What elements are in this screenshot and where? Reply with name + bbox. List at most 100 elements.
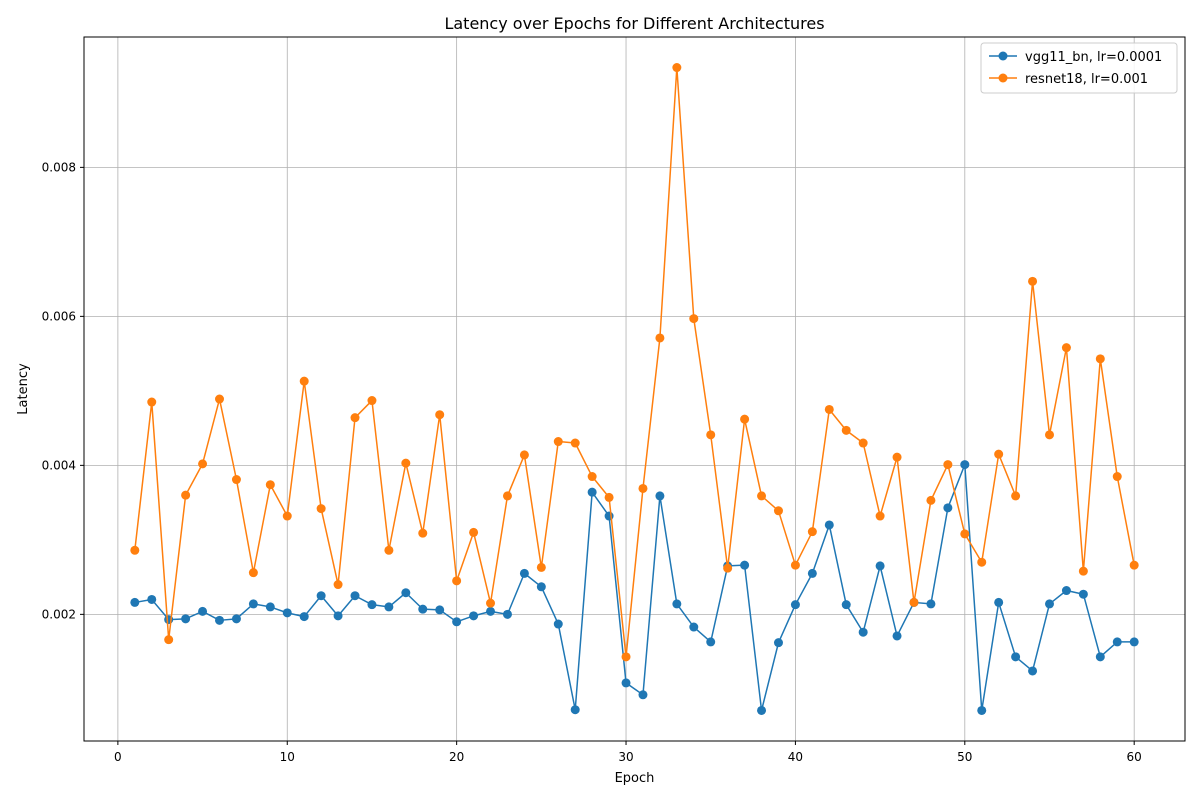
x-axis-label: Epoch (615, 771, 655, 786)
data-point (960, 529, 970, 539)
legend: vgg11_bn, lr=0.0001 resnet18, lr=0.001 (980, 42, 1178, 94)
data-point (248, 568, 258, 578)
data-point (1028, 666, 1038, 676)
legend-label: resnet18, lr=0.001 (1025, 72, 1148, 87)
data-point (672, 599, 682, 609)
x-tick-label: 60 (1127, 750, 1142, 764)
data-point (824, 404, 834, 414)
data-point (265, 480, 275, 490)
data-point (689, 314, 699, 324)
data-point (570, 705, 580, 715)
data-point (892, 631, 902, 641)
data-point (858, 438, 868, 448)
plot-area-frame (83, 36, 1186, 742)
data-point (401, 458, 411, 468)
data-point (926, 599, 936, 609)
data-point (452, 576, 462, 586)
x-tick-label: 10 (280, 750, 295, 764)
series-layer (130, 63, 1139, 715)
data-point (773, 506, 783, 516)
data-point (553, 619, 563, 629)
data-point (875, 561, 885, 571)
data-point (604, 511, 614, 521)
data-point (265, 602, 275, 612)
x-tick-label: 50 (957, 750, 972, 764)
data-point (892, 452, 902, 462)
data-point (435, 605, 445, 615)
data-point (960, 460, 970, 470)
data-point (164, 635, 174, 645)
data-point (181, 490, 191, 500)
data-point (486, 598, 496, 608)
data-point (130, 545, 140, 555)
data-point (333, 580, 343, 590)
y-tick-label: 0.002 (42, 607, 76, 621)
data-point (401, 588, 411, 598)
data-point (350, 413, 360, 423)
data-point (469, 527, 479, 537)
data-point (536, 562, 546, 572)
data-point (977, 557, 987, 567)
data-point (215, 615, 225, 625)
data-point (706, 637, 716, 647)
data-point (1112, 472, 1122, 482)
y-tick-label: 0.006 (42, 309, 76, 323)
legend-label: vgg11_bn, lr=0.0001 (1025, 50, 1162, 65)
data-point (1095, 652, 1105, 662)
data-point (1061, 343, 1071, 353)
data-point (1095, 354, 1105, 364)
data-point (706, 430, 716, 440)
data-point (604, 492, 614, 502)
data-point (621, 652, 631, 662)
data-point (316, 591, 326, 601)
data-point (350, 591, 360, 601)
x-tick-label: 0 (114, 750, 122, 764)
data-point (1078, 589, 1088, 599)
data-point (367, 600, 377, 610)
legend-marker (998, 73, 1008, 83)
data-point (926, 495, 936, 505)
data-point (909, 597, 919, 607)
data-point (486, 606, 496, 616)
data-point (841, 425, 851, 435)
data-point (807, 568, 817, 578)
data-point (587, 487, 597, 497)
data-point (536, 582, 546, 592)
data-point (1028, 276, 1038, 286)
tick-layer: 0 10 20 30 40 50 60 0.002 0.004 0.006 0.008 (42, 160, 1142, 764)
data-point (655, 333, 665, 343)
data-point (723, 563, 733, 573)
data-point (384, 602, 394, 612)
legend-box (980, 42, 1178, 94)
data-point (553, 437, 563, 447)
data-point (773, 638, 783, 648)
data-point (384, 545, 394, 555)
data-point (655, 491, 665, 501)
data-point (587, 472, 597, 482)
data-point (943, 503, 953, 513)
data-point (1078, 566, 1088, 576)
data-point (740, 414, 750, 424)
data-point (1112, 637, 1122, 647)
data-point (824, 520, 834, 530)
data-point (519, 450, 529, 460)
data-point (1011, 491, 1021, 501)
data-point (333, 611, 343, 621)
data-point (469, 611, 479, 621)
x-tick-label: 30 (618, 750, 633, 764)
data-point (570, 438, 580, 448)
data-point (502, 491, 512, 501)
data-point (790, 560, 800, 570)
data-point (316, 504, 326, 514)
data-point (977, 705, 987, 715)
data-point (147, 594, 157, 604)
data-point (807, 527, 817, 537)
data-point (1044, 430, 1054, 440)
data-point (672, 63, 682, 73)
data-point (740, 560, 750, 570)
data-point (231, 475, 241, 485)
data-point (181, 614, 191, 624)
data-point (452, 617, 462, 627)
data-point (147, 397, 157, 407)
